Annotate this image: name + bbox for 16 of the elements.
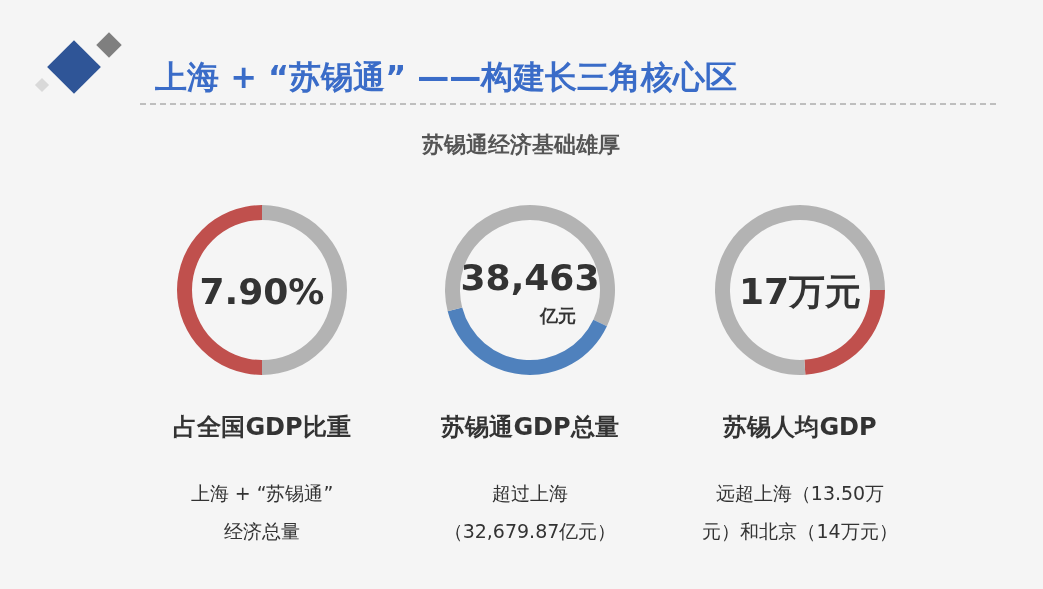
text: （32,679.87亿元） xyxy=(443,520,617,542)
text: 17万元 xyxy=(738,271,862,312)
text: 亿元 xyxy=(539,305,576,326)
text: 超过上海 xyxy=(492,482,568,504)
text: 苏锡通GDP总量 xyxy=(440,413,619,441)
text: 上海 + “苏锡通” xyxy=(190,482,334,504)
text: 7.90% xyxy=(199,271,325,312)
text: 元）和北京（14万元） xyxy=(702,520,898,542)
text: 苏锡人均GDP xyxy=(722,413,877,441)
text: 38,463 xyxy=(460,257,600,298)
donut-slice xyxy=(447,307,607,375)
text: 上海 + “苏锡通” ——构建长三角核心区 xyxy=(154,58,738,96)
text: 远超上海（13.50万 xyxy=(715,482,885,504)
text: 占全国GDP比重 xyxy=(173,413,351,441)
text: 苏锡通经济基础雄厚 xyxy=(421,132,620,157)
text: 经济总量 xyxy=(224,520,300,542)
